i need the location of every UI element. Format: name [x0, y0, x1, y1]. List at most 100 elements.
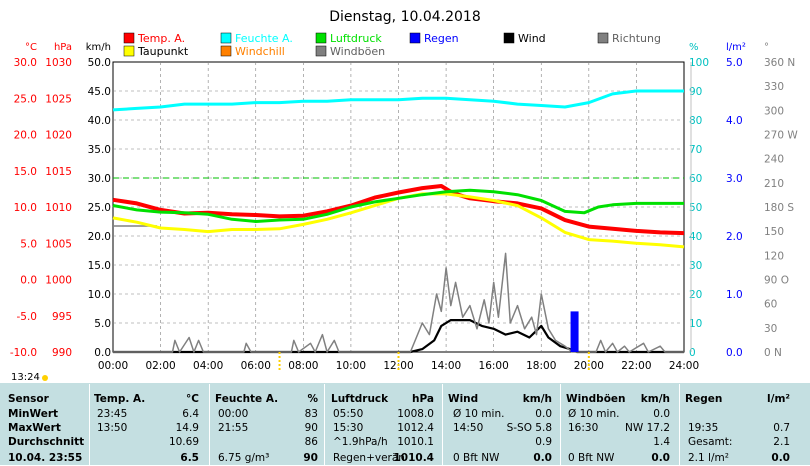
direction-axis-tick: 90 O — [764, 275, 789, 287]
table-cell: 2.1 — [773, 436, 790, 448]
table-cell: 0 Bft NW — [453, 452, 500, 464]
table-cell: 14.9 — [175, 422, 199, 434]
legend-label: Windböen — [330, 45, 385, 58]
table-cell: 1008.0 — [397, 408, 434, 420]
humidity-axis-tick: 10 — [689, 318, 702, 330]
humidity-axis-tick: 40 — [689, 231, 702, 243]
temp-axis-tick: 15.0 — [14, 166, 37, 178]
temp-axis-unit: °C — [25, 42, 37, 53]
wind-axis-tick: 45.0 — [88, 86, 111, 98]
table-cell: 15:30 — [333, 422, 364, 434]
wind-axis-tick: 15.0 — [88, 260, 111, 272]
direction-axis-tick: 0 N — [764, 347, 782, 359]
table-cell: 1012.4 — [397, 422, 434, 434]
pressure-axis-tick: 1005 — [45, 238, 72, 250]
humidity-axis-tick: 30 — [689, 260, 702, 272]
x-tick: 00:00 — [98, 360, 128, 372]
table-cell: Ø 10 min. — [453, 408, 505, 420]
status-time: 13:24 — [11, 372, 40, 383]
x-tick: 16:00 — [479, 360, 509, 372]
table-divider — [324, 384, 325, 466]
temp-axis-tick: 5.0 — [20, 238, 37, 250]
x-tick: 02:00 — [145, 360, 175, 372]
series-feuchte-a- — [112, 89, 684, 112]
wind-axis-tick: 30.0 — [88, 173, 111, 185]
temp-axis-tick: 30.0 — [14, 57, 37, 69]
temp-axis-tick: 20.0 — [14, 130, 37, 142]
row-label: MaxWert — [8, 422, 61, 434]
table-cell: Ø 10 min. — [568, 408, 620, 420]
table-header: km/h — [522, 393, 552, 405]
legend-swatch — [220, 45, 232, 57]
table-cell: 10.69 — [168, 436, 199, 448]
table-cell: 0.0 — [651, 452, 670, 464]
wind-axis-unit: km/h — [86, 42, 111, 53]
table-cell: 21:55 — [218, 422, 249, 434]
table-cell: 13:50 — [97, 422, 128, 434]
table-cell: 0 Bft NW — [568, 452, 615, 464]
legend-swatch — [409, 32, 421, 44]
wind-axis-tick: 50.0 — [88, 57, 111, 69]
table-divider — [679, 384, 680, 466]
pressure-axis-tick: 1030 — [45, 57, 72, 69]
temp-axis-tick: 0.0 — [20, 275, 37, 287]
table-cell: 0.0 — [535, 408, 552, 420]
table-cell: 00:00 — [218, 408, 249, 420]
rain-axis-unit: l/m² — [726, 42, 746, 53]
stats-table: Sensor Temp. A. °C Feuchte A.% Luftdruck hPa W… — [0, 383, 810, 466]
rain-axis-tick: 5.0 — [726, 57, 743, 69]
wind-axis-tick: 0.0 — [94, 347, 111, 359]
table-divider — [560, 384, 561, 466]
direction-axis-tick: 270 W — [764, 130, 798, 142]
legend-label: Feuchte A. — [235, 32, 293, 45]
rain-axis-tick: 4.0 — [726, 115, 743, 127]
direction-axis-tick: 60 — [764, 299, 777, 311]
rain-axis-tick: 1.0 — [726, 289, 743, 301]
table-header: Windböen — [566, 393, 626, 405]
humidity-axis-tick: 70 — [689, 144, 702, 156]
pressure-axis-tick: 1010 — [45, 202, 72, 214]
wind-axis-tick: 35.0 — [88, 144, 111, 156]
legend-swatch — [315, 32, 327, 44]
wind-axis-tick: 20.0 — [88, 231, 111, 243]
table-cell: Regen+verän — [333, 452, 405, 464]
table-cell: 90 — [304, 422, 318, 434]
x-tick: 18:00 — [526, 360, 556, 372]
table-cell: 1010.1 — [397, 436, 434, 448]
table-header: Sensor — [8, 393, 49, 405]
pressure-axis-tick: 1020 — [45, 130, 72, 142]
pressure-axis-tick: 1015 — [45, 166, 72, 178]
legend-label: Richtung — [612, 32, 661, 45]
humidity-axis-tick: 80 — [689, 115, 702, 127]
direction-axis-tick: 30 — [764, 323, 777, 335]
wind-axis-tick: 5.0 — [94, 318, 111, 330]
row-label: Durchschnitt — [8, 436, 85, 448]
pressure-axis-tick: 1025 — [45, 93, 72, 105]
table-cell: 16:30 — [568, 422, 599, 434]
table-cell: 6.75 g/m³ — [218, 452, 270, 464]
legend-label: Luftdruck — [330, 32, 382, 45]
legend-label: Windchill — [235, 45, 285, 58]
humidity-axis-unit: % — [689, 42, 699, 53]
table-cell: 86 — [304, 436, 318, 448]
x-tick: 14:00 — [431, 360, 461, 372]
direction-axis-tick: 150 — [764, 226, 784, 238]
rain-bar — [570, 311, 579, 352]
pressure-axis-tick: 990 — [52, 347, 72, 359]
x-tick: 10:00 — [336, 360, 366, 372]
humidity-axis-tick: 100 — [689, 57, 709, 69]
table-header: l/m² — [767, 393, 790, 405]
table-divider — [89, 384, 90, 466]
series-luftdruck — [112, 188, 684, 223]
wind-axis-tick: 10.0 — [88, 289, 111, 301]
legend-swatch — [123, 32, 135, 44]
temp-axis-tick: 10.0 — [14, 202, 37, 214]
chart-title: Dienstag, 10.04.2018 — [329, 9, 480, 25]
x-tick: 22:00 — [621, 360, 651, 372]
pressure-axis-unit: hPa — [54, 42, 72, 53]
direction-axis-tick: 300 — [764, 105, 784, 117]
table-header: °C — [186, 393, 199, 405]
x-tick: 06:00 — [241, 360, 271, 372]
table-cell: 23:45 — [97, 408, 128, 420]
x-tick: 04:00 — [193, 360, 223, 372]
